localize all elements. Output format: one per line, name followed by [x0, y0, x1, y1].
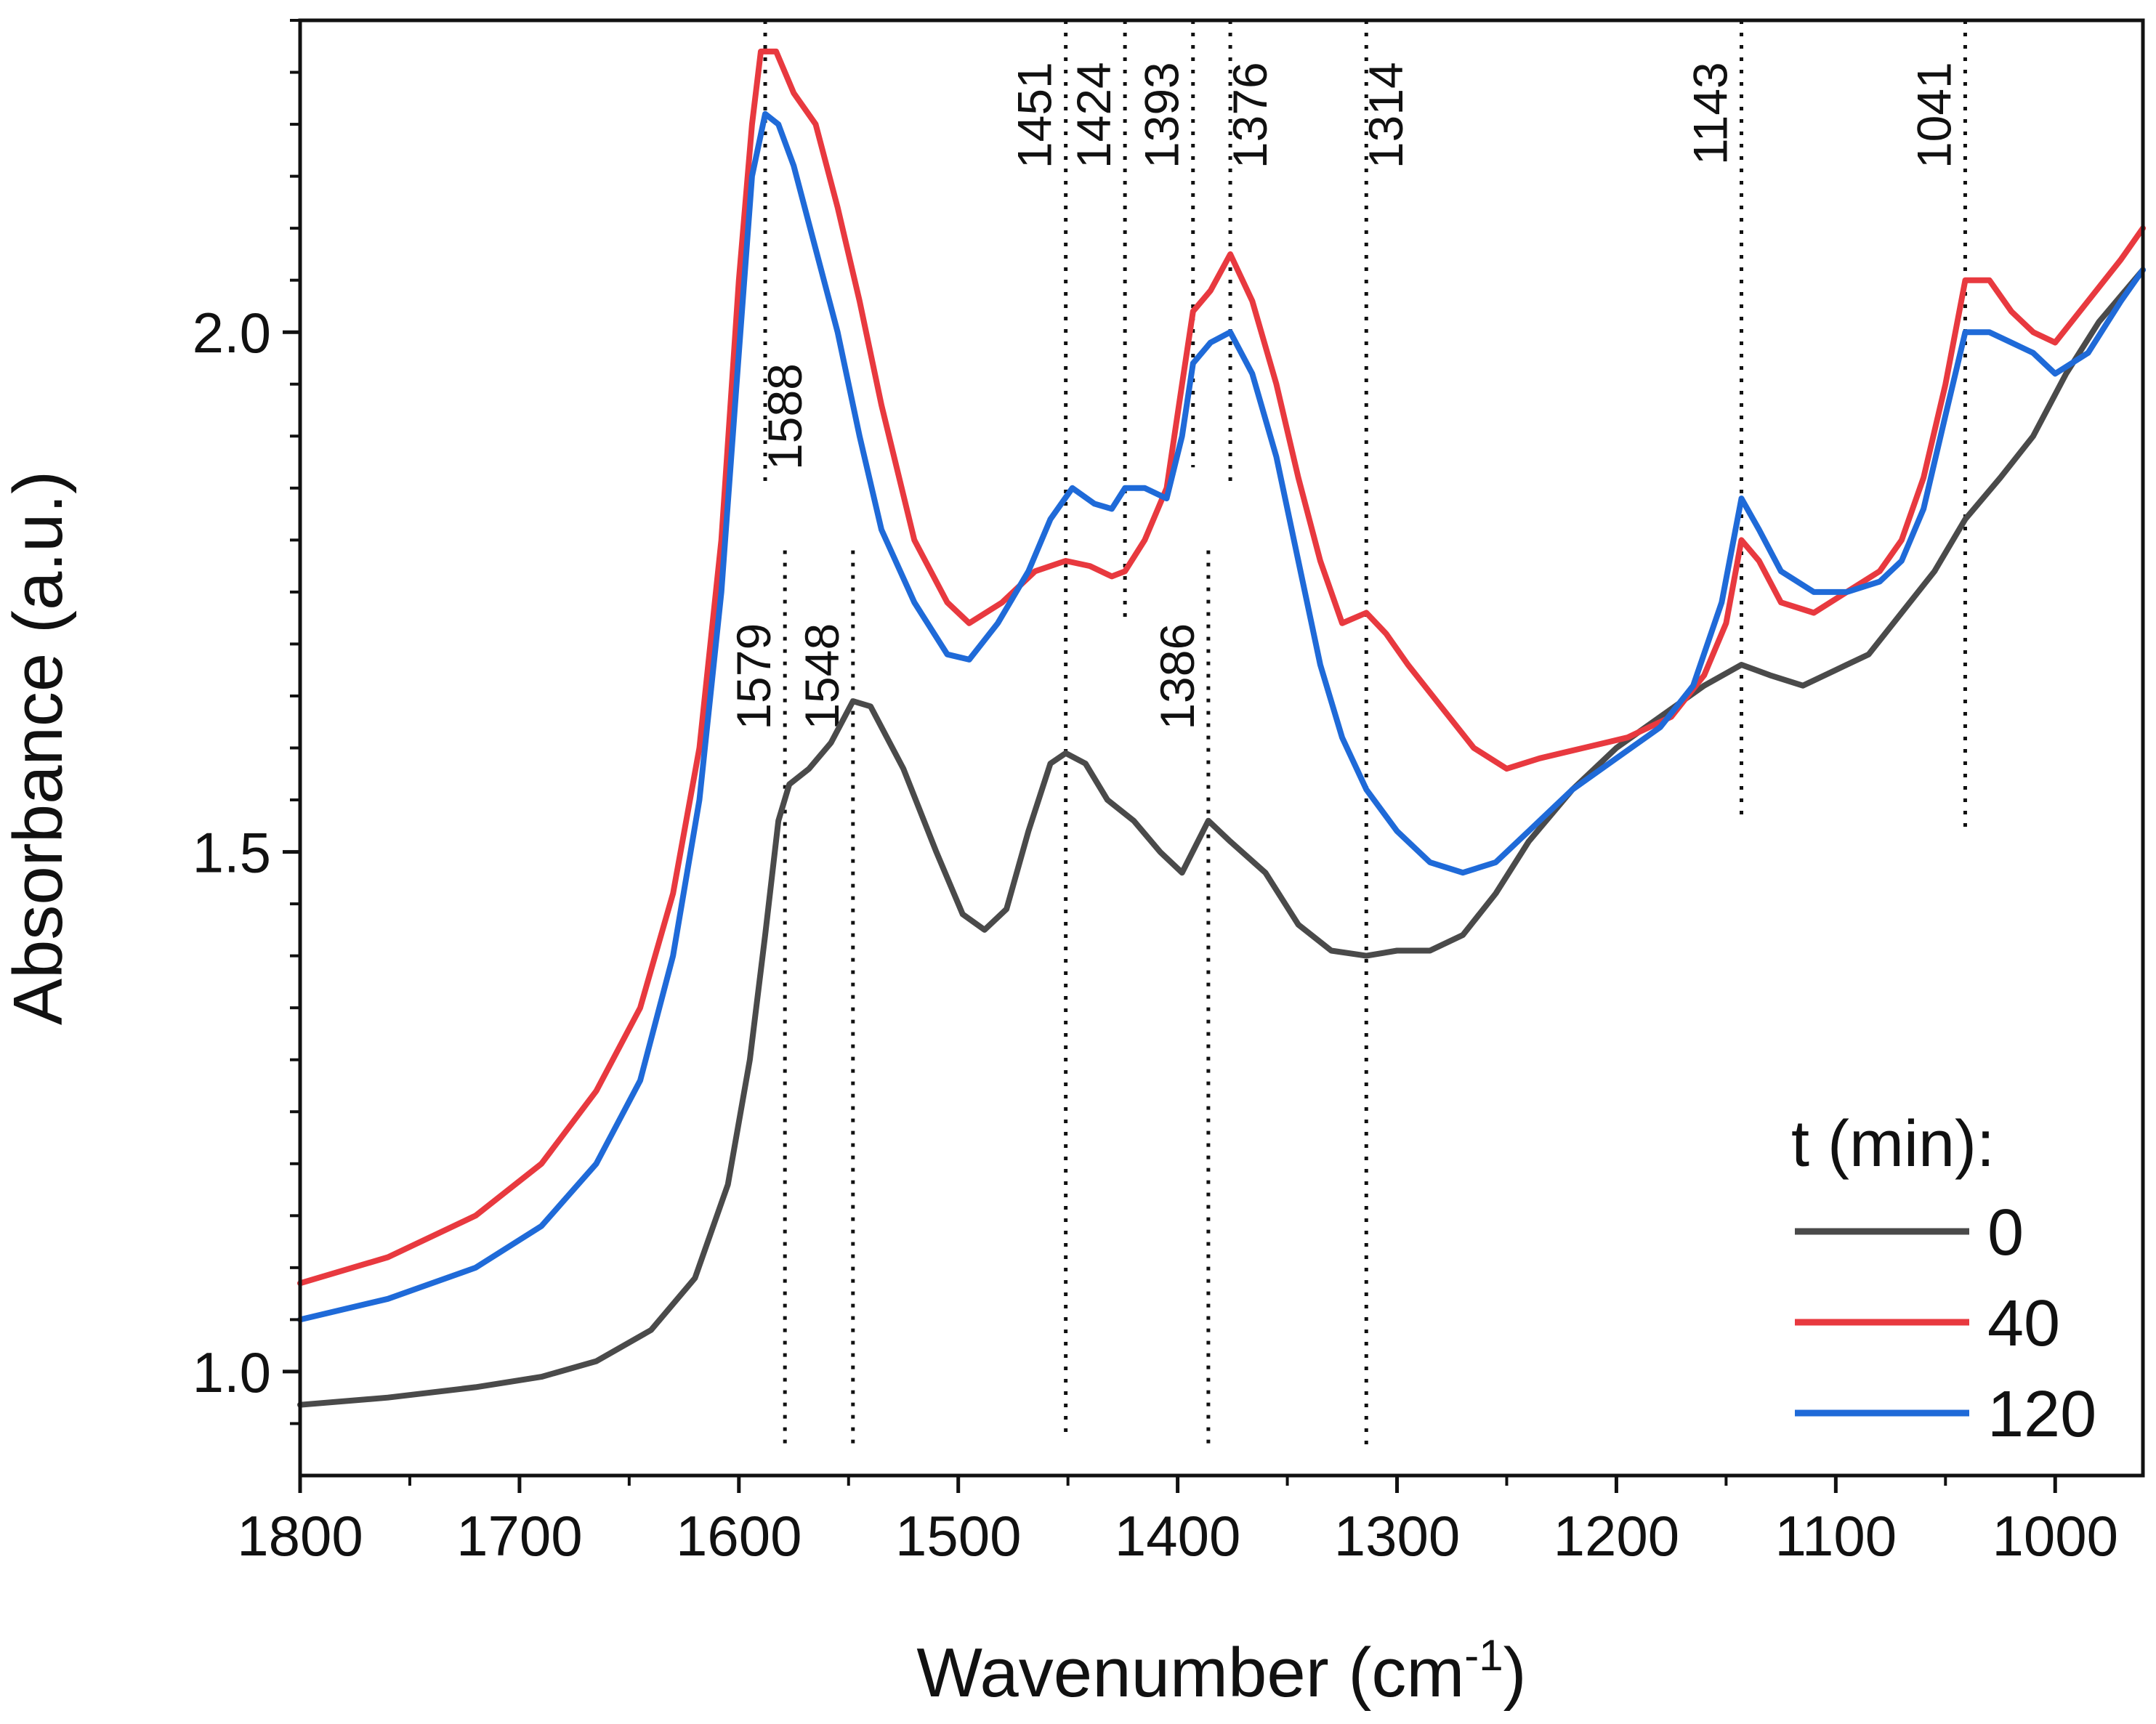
annotation-label-1041: 1041: [1907, 62, 1961, 169]
x-axis: 1800 1700 1600 1500 1400 1300 1200 1100 1000: [237, 1476, 2118, 1568]
x-tick-label-1200: 1200: [1554, 1504, 1680, 1568]
x-tick-label-1600: 1600: [676, 1504, 802, 1568]
x-tick-label-1800: 1800: [237, 1504, 363, 1568]
y-axis: 1.0 1.5 2.0: [193, 19, 300, 1425]
annotation-label-1579: 1579: [727, 623, 780, 730]
legend-title: t (min):: [1791, 1108, 1995, 1181]
annotation-label-1393: 1393: [1135, 62, 1189, 169]
x-tick-label-1400: 1400: [1115, 1504, 1241, 1568]
x-axis-title-superscript: -1: [1464, 1631, 1503, 1680]
y-tick-label-1.0: 1.0: [193, 1340, 271, 1404]
annotation-label-1548: 1548: [795, 623, 849, 730]
annotation-label-1451: 1451: [1008, 62, 1062, 169]
legend-label-40: 40: [1987, 1287, 2060, 1360]
x-tick-label-1100: 1100: [1775, 1504, 1897, 1568]
annotation-label-1588: 1588: [758, 363, 812, 470]
annotation-label-1376: 1376: [1223, 62, 1277, 169]
x-tick-label-1500: 1500: [895, 1504, 1022, 1568]
annotation-lines: 1588 1579 1548 1451 1424 1393 1376 1386 1314 1143…: [727, 20, 1967, 1445]
x-tick-label-1000: 1000: [1992, 1504, 2118, 1568]
series-line-120: [297, 110, 2146, 1323]
series-line-40: [297, 48, 2146, 1287]
series-lines: [297, 48, 2146, 1408]
annotation-label-1386: 1386: [1150, 623, 1204, 730]
legend-label-120: 120: [1987, 1378, 2096, 1451]
x-tick-label-1700: 1700: [456, 1504, 583, 1568]
y-axis-title: Absorbance (a.u.): [0, 471, 77, 1025]
x-tick-label-1300: 1300: [1334, 1504, 1461, 1568]
x-axis-title-text: Wavenumber (cm: [916, 1634, 1464, 1712]
legend-label-0: 0: [1987, 1197, 2024, 1269]
x-axis-title: Wavenumber (cm-1): [916, 1631, 1526, 1712]
annotation-label-1424: 1424: [1067, 62, 1121, 169]
y-tick-label-1.5: 1.5: [193, 821, 271, 885]
y-tick-label-2.0: 2.0: [193, 301, 271, 365]
annotation-label-1143: 1143: [1684, 62, 1737, 165]
annotation-label-1314: 1314: [1359, 62, 1413, 169]
legend: t (min): 0 40 120: [1791, 1108, 2096, 1451]
series-line-0: [297, 267, 2146, 1408]
x-axis-title-close: ): [1503, 1634, 1527, 1712]
